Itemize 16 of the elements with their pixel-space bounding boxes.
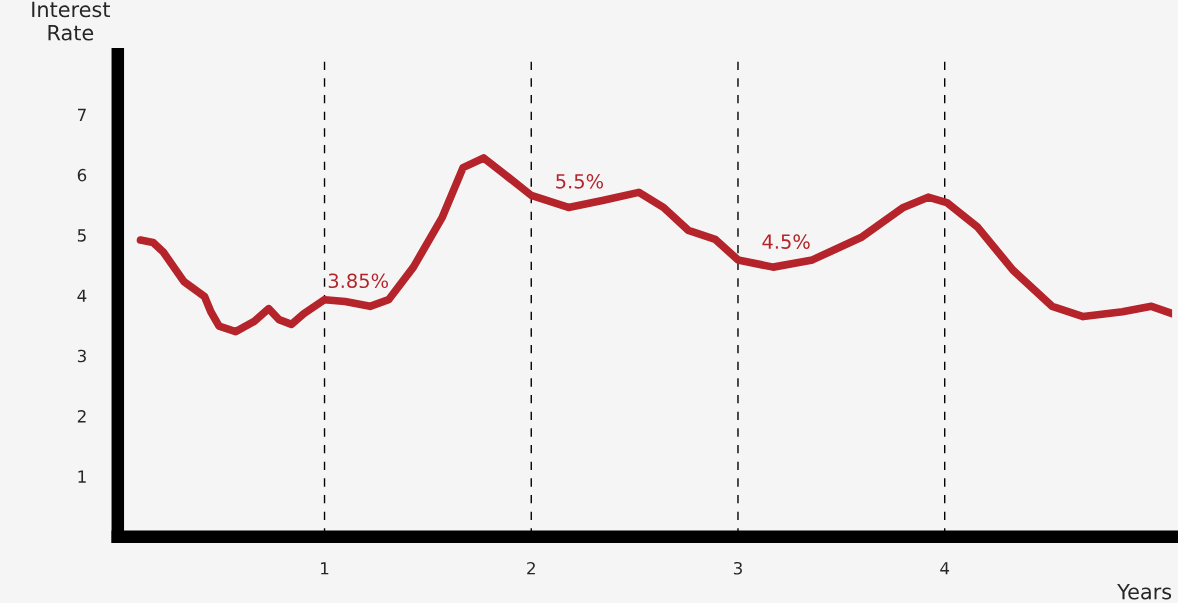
x-axis-title: Years: [1117, 584, 1172, 600]
y-tick-label: 6: [77, 168, 87, 182]
y-tick-label: 5: [77, 229, 86, 242]
y-tick-label: 2: [77, 410, 86, 423]
y-tick-label: 1: [78, 470, 86, 483]
annotation: 3.85%: [328, 273, 388, 289]
y-axis-title: Interest Rate: [32, 1, 110, 41]
y-tick-label: 3: [77, 349, 86, 363]
y-tick-label: 4: [77, 289, 87, 302]
annotation: 5.5%: [556, 173, 604, 189]
annotation: 4.5%: [762, 234, 810, 249]
x-tick-label: 2: [527, 561, 535, 575]
x-tick-label: 1: [321, 562, 329, 575]
x-tick-label: 3: [733, 561, 742, 575]
y-tick-label: 7: [78, 108, 86, 121]
x-tick-label: 4: [940, 562, 950, 575]
